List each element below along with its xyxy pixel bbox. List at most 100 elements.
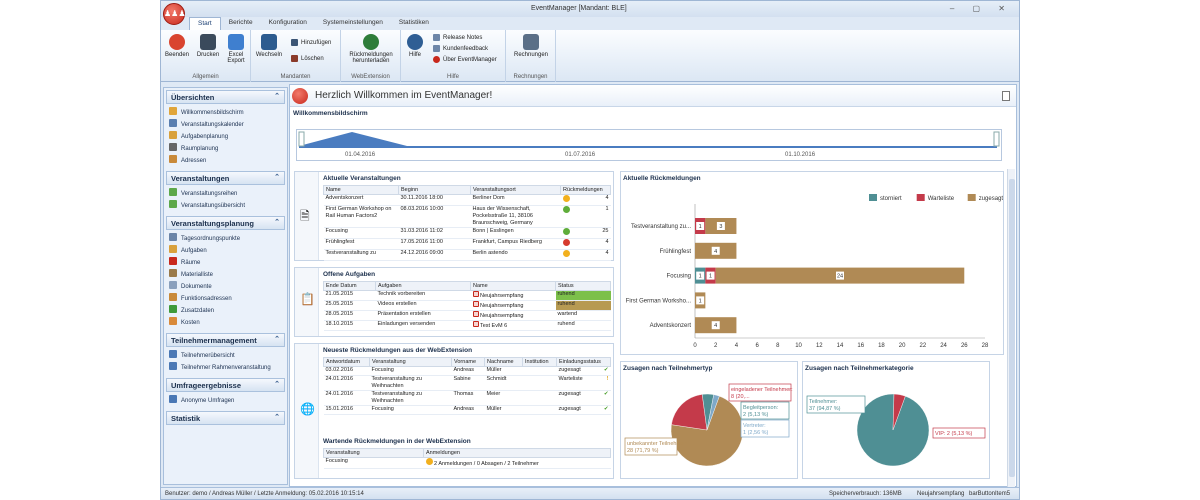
rueckmeldungen-herunterladen-button[interactable]: Rückmeldungen herunterladen [345, 34, 397, 64]
table-row[interactable]: Frühlingfest 17.05.2016 11:00 Frankfurt, C… [323, 238, 611, 250]
col-header[interactable]: Aufgaben [375, 281, 471, 291]
maximize-icon[interactable]: ▢ [972, 4, 989, 13]
timeline-tick-label: 01.04.2016 [345, 152, 376, 158]
col-header[interactable]: Einladungsstatus [556, 357, 611, 367]
sidebar-item-funktionsadressen[interactable]: Funktionsadressen [169, 293, 287, 305]
table-row[interactable]: First German Workshop on Rail Human Fact… [323, 205, 611, 228]
table-row[interactable]: Focusing 2 Anmeldungen / 0 Absagen / 2 T… [323, 457, 611, 469]
col-header[interactable]: Veranstaltungsort [470, 185, 561, 195]
sidebar-item-veranstaltungskalender[interactable]: Veranstaltungskalender [169, 119, 287, 131]
panel-title: Offene Aufgaben [323, 271, 376, 278]
hilfe-button[interactable]: Hilfe [405, 34, 425, 58]
col-header[interactable]: Rückmeldungen [560, 185, 611, 195]
sidebar-item-veranstaltungsreihen[interactable]: Veranstaltungsreihen [169, 188, 287, 200]
sidebar-item-raumplanung[interactable]: Raumplanung [169, 143, 287, 155]
pie-label-line: eingeladener Teilnehmer: [731, 387, 793, 393]
section-uebersichten[interactable]: Übersichten ⌃ [166, 90, 285, 104]
drucken-button[interactable]: Drucken [195, 34, 221, 58]
tab-start[interactable]: Start [189, 17, 221, 30]
pie-label-line: VIP: 2 (5,13 %) [935, 431, 972, 437]
pie-slice[interactable] [671, 394, 708, 431]
sidebar-item-aufgaben[interactable]: Aufgaben [169, 245, 287, 257]
tab-konfiguration[interactable]: Konfiguration [268, 19, 307, 26]
col-header[interactable]: Veranstaltung [369, 357, 452, 367]
sidebar-item-veranstaltungsuebersicht[interactable]: Veranstaltungsübersicht [169, 200, 287, 212]
range-handle-left[interactable] [298, 131, 305, 147]
wechseln-button[interactable]: Wechseln [255, 34, 283, 58]
table-row[interactable]: Testveranstaltung zu 24.12.2016 09:00 Berl… [323, 249, 611, 261]
collapse-icon[interactable]: ⌃ [274, 381, 280, 388]
col-header[interactable]: Anmeldungen [423, 448, 611, 458]
sidebar-item-willkommensbildschirm[interactable]: Willkommensbildschirm [169, 107, 287, 119]
col-header[interactable]: Status [555, 281, 611, 291]
y-tick-label: Focusing [667, 274, 691, 280]
sidebar-item-tagesordnungspunkte[interactable]: Tagesordnungspunkte [169, 233, 287, 245]
table-row[interactable]: 18.10.2015 Einladungen versenden Test EvM… [323, 320, 611, 331]
sidebar-item-materialliste[interactable]: Materialliste [169, 269, 287, 281]
table-row[interactable]: 25.05.2015 Videos erstellen Neujahrsempfa… [323, 300, 611, 311]
section-statistik[interactable]: Statistik ⌃ [166, 411, 285, 425]
page-export-icon[interactable] [1002, 91, 1010, 101]
sidebar-item-kosten[interactable]: Kosten [169, 317, 287, 329]
table-row[interactable]: Adventskonzert 30.11.2016 18:00 Berliner D… [323, 194, 611, 206]
col-header[interactable]: Ende Datum [323, 281, 376, 291]
vertical-scrollbar[interactable] [1007, 169, 1015, 487]
sidebar-item-adressen[interactable]: Adressen [169, 155, 287, 167]
sidebar-item-raeume[interactable]: Räume [169, 257, 287, 269]
col-header[interactable]: Institution [522, 357, 557, 367]
loeschen-label: Löschen [301, 56, 324, 63]
collapse-icon[interactable]: ⌃ [274, 414, 280, 421]
col-header[interactable]: Name [470, 281, 556, 291]
loeschen-button[interactable]: Löschen [291, 55, 324, 62]
pie-slice[interactable] [892, 393, 906, 431]
table-row[interactable]: Focusing 31.03.2016 11:02 Bonn | Esslingen… [323, 227, 611, 239]
col-header[interactable]: Beginn [398, 185, 471, 195]
table-row[interactable]: 15.01.2016 Focusing Andreas Müller zugesagt ✔ [323, 405, 611, 415]
table-row[interactable]: 24.01.2016 Testveranstaltung zu Weihnacht… [323, 375, 611, 391]
ueber-button[interactable]: Über EventManager [433, 56, 497, 63]
close-icon[interactable]: ✕ [998, 4, 1013, 13]
collapse-icon[interactable]: ⌃ [274, 219, 280, 226]
tab-statistiken[interactable]: Statistiken [398, 19, 429, 26]
collapse-icon[interactable]: ⌃ [274, 174, 280, 181]
collapse-icon[interactable]: ⌃ [274, 336, 280, 343]
section-veranstaltungen[interactable]: Veranstaltungen ⌃ [166, 171, 285, 185]
col-header[interactable]: Veranstaltung [323, 448, 424, 458]
hinzufuegen-button[interactable]: Hinzufügen [291, 39, 331, 46]
collapse-icon[interactable]: ⌃ [274, 93, 280, 100]
col-header[interactable]: Antwortdatum [323, 357, 370, 367]
cell: 21.05.2015 [323, 290, 376, 301]
excel-export-button[interactable]: Excel Export [224, 34, 248, 64]
table-row[interactable]: 21.05.2015 Technik vorbereiten Neujahrsem… [323, 290, 611, 301]
pie-slice[interactable] [706, 394, 720, 431]
col-header[interactable]: Vorname [451, 357, 485, 367]
sidebar-item-anonyme-umfragen[interactable]: Anonyme Umfragen [169, 395, 287, 407]
section-umfrageergebnisse[interactable]: Umfrageergebnisse ⌃ [166, 378, 285, 392]
scroll-thumb[interactable] [1009, 179, 1015, 477]
section-teilnehmermanagement[interactable]: Teilnehmermanagement ⌃ [166, 333, 285, 347]
sidebar-item-aufgabenplanung[interactable]: Aufgabenplanung [169, 131, 287, 143]
sidebar-item-teilnehmer-rahmenveranstaltung[interactable]: Teilnehmer Rahmenveranstaltung [169, 362, 287, 374]
table-row[interactable]: 24.01.2016 Testveranstaltung zu Weihnacht… [323, 390, 611, 406]
tab-systemeinstellungen[interactable]: Systemeinstellungen [322, 19, 383, 26]
sidebar-item-teilnehmeruebersicht[interactable]: Teilnehmerübersicht [169, 350, 287, 362]
sidebar-item-zusatzdaten[interactable]: Zusatzdaten [169, 305, 287, 317]
section-veranstaltungsplanung[interactable]: Veranstaltungsplanung ⌃ [166, 216, 285, 230]
timeline-range-selector[interactable]: 01.04.2016 01.07.2016 01.10.2016 [296, 129, 1002, 161]
tab-berichte[interactable]: Berichte [228, 19, 253, 26]
rechnungen-button[interactable]: Rechnungen [511, 34, 551, 58]
app-logo-icon[interactable]: ♟♟♟ [163, 3, 186, 25]
pie-label-line: 1 (2,56 %) [743, 430, 769, 436]
status-check-icon: ✔ [603, 367, 609, 373]
table-row[interactable]: 03.02.2016 Focusing Andreas Müller zugesagt ✔ [323, 366, 611, 376]
col-header[interactable]: Nachname [484, 357, 523, 367]
table-row[interactable]: 28.05.2015 Präsentation erstellen Neujahr… [323, 310, 611, 321]
sidebar-item-dokumente[interactable]: Dokumente [169, 281, 287, 293]
minimize-icon[interactable]: – [949, 4, 963, 13]
release-notes-button[interactable]: Release Notes [433, 34, 482, 41]
range-handle-right[interactable] [993, 131, 1000, 147]
kundenfeedback-button[interactable]: Kundenfeedback [433, 45, 488, 52]
pie-label-box [728, 383, 792, 402]
beenden-button[interactable]: Beenden [164, 34, 190, 58]
col-header[interactable]: Name [323, 185, 399, 195]
